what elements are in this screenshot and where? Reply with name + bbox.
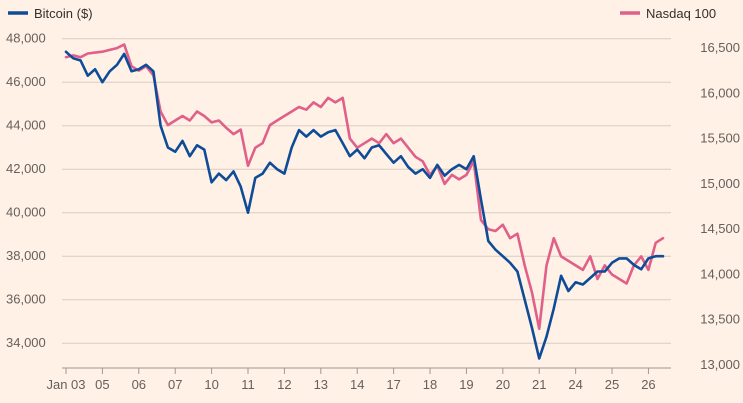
x-tick-label: 18 [423,377,437,392]
y-right-tick-label: 16,500 [700,40,740,55]
x-tick-label: 13 [314,377,328,392]
y-left-tick-label: 38,000 [6,248,46,263]
x-tick-label: 25 [605,377,619,392]
x-tick-label: 26 [641,377,655,392]
gridlines [62,38,671,344]
y-left-tick-label: 36,000 [6,292,46,307]
y-left-tick-label: 48,000 [6,31,46,46]
y-right-tick-label: 14,500 [700,221,740,236]
series-lines [64,43,665,360]
x-tick-label: 12 [277,377,291,392]
y-right-tick-label: 13,500 [700,312,740,327]
y-right-tick-label: 16,000 [700,85,740,100]
y-left-tick-label: 44,000 [6,118,46,133]
x-tick-label: 14 [350,377,364,392]
x-tick-label: 10 [204,377,218,392]
legend: Bitcoin ($) Nasdaq 100 [8,6,716,21]
y-left-tick-label: 42,000 [6,161,46,176]
x-tick-label: 17 [386,377,400,392]
x-tick-label: 20 [496,377,510,392]
legend-label: Nasdaq 100 [646,6,716,21]
x-tick-label: 19 [459,377,473,392]
axis-ticks: 34,000 36,000 38,000 40,000 42,000 44,000 46,0… [6,31,740,392]
y-right-tick-label: 13,000 [700,357,740,372]
legend-label: Bitcoin ($) [34,6,93,21]
y-right-tick-label: 15,000 [700,176,740,191]
x-tick-label: Jan 03 [46,377,85,392]
x-tick-label: 11 [241,377,255,392]
series-line-nasdaq-100 [64,43,665,331]
y-left-tick-label: 46,000 [6,74,46,89]
y-right-tick-label: 15,500 [700,131,740,146]
x-tick-label: 24 [568,377,582,392]
x-tick-label: 07 [168,377,182,392]
y-right-tick-label: 14,000 [700,266,740,281]
y-left-tick-label: 40,000 [6,205,46,220]
x-tick-label: 06 [132,377,146,392]
series-line-bitcoin [64,50,665,360]
x-tick-label: 21 [532,377,546,392]
x-tick-label: 05 [95,377,109,392]
y-left-tick-label: 34,000 [6,335,46,350]
